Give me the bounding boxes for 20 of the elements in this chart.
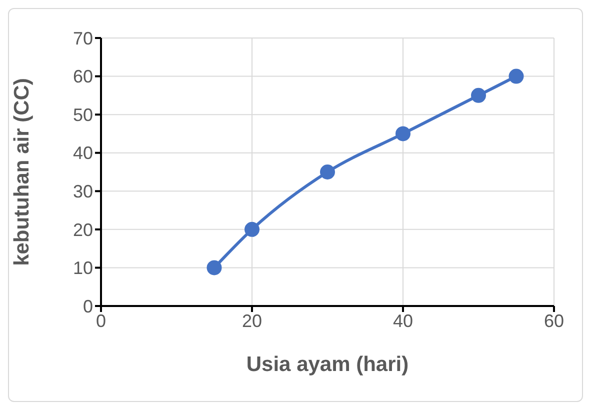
y-tick-label: 50 [72,104,93,125]
y-tick-label: 60 [72,66,93,87]
point [508,68,524,84]
x-axis-title: Usia ayam (hari) [246,353,409,376]
point [396,126,410,142]
point [471,88,486,103]
x-tick-label: 60 [544,310,564,331]
y-tick-label: 70 [72,28,93,48]
y-tick-label: 0 [82,296,93,316]
point [206,260,222,276]
point [320,164,335,180]
y-tick-label: 20 [72,220,93,240]
y-tick-label: 10 [72,258,93,278]
y-tick-label: 30 [72,182,93,202]
point [244,222,260,237]
x-tick-label: 0 [96,310,106,331]
x-tick-label: 40 [392,310,414,331]
x-tick-label: 20 [242,310,262,331]
y-tick-label: 40 [72,143,93,164]
y-axis-title: kebutuhan air (CC) [10,78,34,266]
